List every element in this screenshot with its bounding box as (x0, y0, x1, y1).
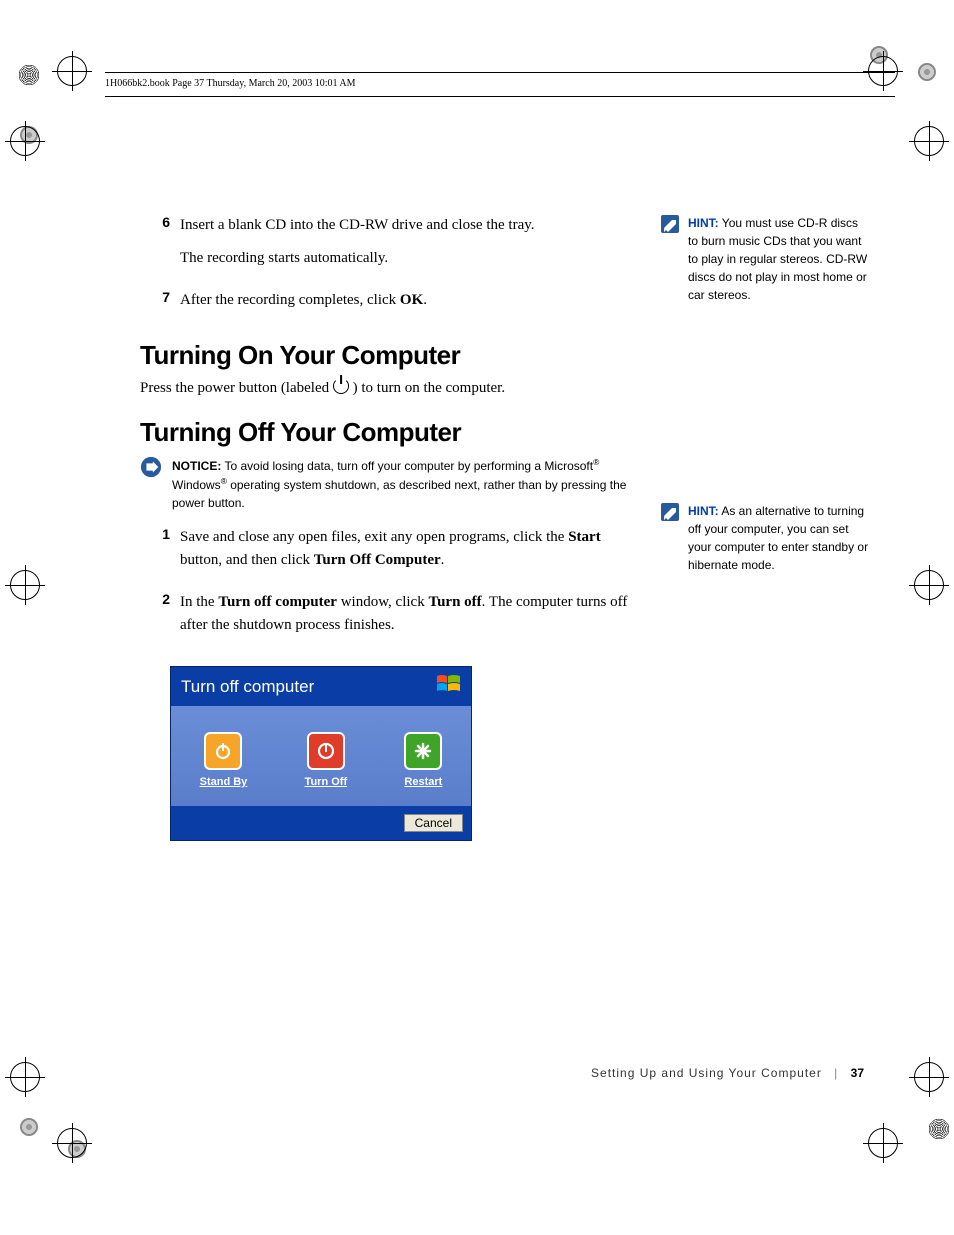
dialog-title: Turn off computer (181, 677, 314, 697)
page-content: 6 Insert a blank CD into the CD-RW drive… (140, 214, 864, 841)
steps-continued: 6 Insert a blank CD into the CD-RW drive… (140, 214, 640, 322)
main-column: 6 Insert a blank CD into the CD-RW drive… (140, 214, 640, 841)
notice-box: NOTICE: To avoid losing data, turn off y… (140, 456, 640, 512)
header-rule (105, 72, 895, 73)
step-text: Save and close any open files, exit any … (180, 526, 640, 581)
dialog-footer: Cancel (171, 806, 471, 840)
turnoff-steps: 1 Save and close any open files, exit an… (140, 526, 640, 646)
standby-button[interactable]: Stand By (200, 732, 248, 788)
notice-icon (140, 456, 162, 478)
heading-turning-off: Turning Off Your Computer (140, 417, 640, 448)
notice-text: NOTICE: To avoid losing data, turn off y… (172, 456, 640, 512)
turn-off-dialog: Turn off computer Stand By (170, 666, 472, 841)
standby-icon (204, 732, 242, 770)
page-footer: Setting Up and Using Your Computer | 37 (591, 1066, 864, 1080)
header-text: 1H066bk2.book Page 37 Thursday, March 20… (105, 78, 356, 89)
hint-1: HINT: You must use CD-R discs to burn mu… (660, 214, 870, 304)
step-number: 6 (140, 214, 180, 279)
hint-2: HINT: As an alternative to turning off y… (660, 502, 870, 574)
hint-icon (660, 502, 680, 522)
turnoff-button[interactable]: Turn Off (305, 732, 348, 788)
restart-icon (404, 732, 442, 770)
turning-on-body: Press the power button (labeled ) to tur… (140, 377, 640, 400)
heading-turning-on: Turning On Your Computer (140, 340, 640, 371)
turnoff-icon (307, 732, 345, 770)
dialog-body: Stand By Turn Off (171, 706, 471, 806)
header-rule-bottom (105, 96, 895, 97)
step-text: Insert a blank CD into the CD-RW drive a… (180, 214, 640, 279)
step-text: In the Turn off computer window, click T… (180, 591, 640, 646)
step-7: 7 After the recording completes, click O… (140, 289, 640, 322)
step-6: 6 Insert a blank CD into the CD-RW drive… (140, 214, 640, 279)
dialog-titlebar: Turn off computer (171, 667, 471, 706)
hint-icon (660, 214, 680, 234)
step-2: 2 In the Turn off computer window, click… (140, 591, 640, 646)
footer-section: Setting Up and Using Your Computer (591, 1066, 822, 1080)
step-number: 1 (140, 526, 180, 581)
step-1: 1 Save and close any open files, exit an… (140, 526, 640, 581)
step-number: 2 (140, 591, 180, 646)
power-icon (333, 378, 349, 394)
cancel-button[interactable]: Cancel (404, 814, 463, 832)
step-text: After the recording completes, click OK. (180, 289, 640, 322)
page-number: 37 (851, 1066, 864, 1080)
windows-flag-icon (435, 673, 461, 700)
step-number: 7 (140, 289, 180, 322)
restart-button[interactable]: Restart (404, 732, 442, 788)
